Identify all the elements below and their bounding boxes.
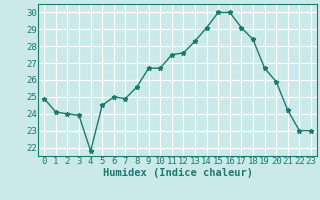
X-axis label: Humidex (Indice chaleur): Humidex (Indice chaleur) xyxy=(103,168,252,178)
